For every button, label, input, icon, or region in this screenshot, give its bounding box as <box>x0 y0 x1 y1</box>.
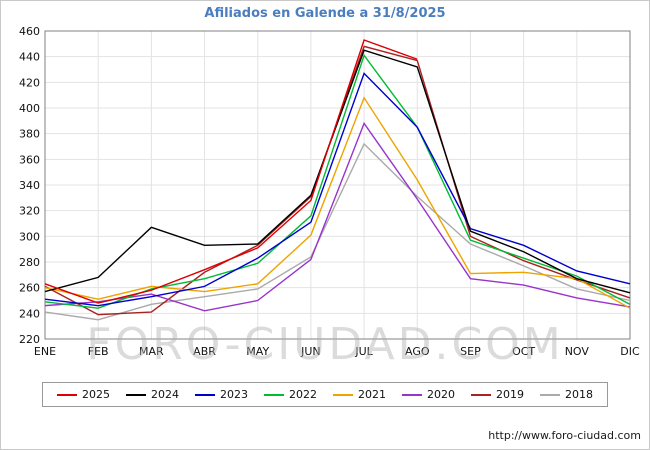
legend-item-2024: 2024 <box>126 388 179 401</box>
legend-item-2025: 2025 <box>57 388 110 401</box>
y-tick-label: 300 <box>19 230 40 243</box>
y-tick-label: 280 <box>19 256 40 269</box>
legend-item-2018: 2018 <box>540 388 593 401</box>
y-tick-label: 440 <box>19 51 40 64</box>
x-tick-label: ENE <box>34 345 56 358</box>
plot-border <box>44 30 631 340</box>
legend-label-2021: 2021 <box>358 388 386 401</box>
legend-item-2021: 2021 <box>333 388 386 401</box>
x-tick-label: SEP <box>460 345 481 358</box>
series-line-2022 <box>44 53 631 309</box>
legend-swatch-2025 <box>57 393 77 396</box>
line-chart: 220 240 260 280 300 320 340 360 380 400 420 440 460 E… <box>19 25 640 358</box>
x-tick-label: OCT <box>512 345 535 358</box>
footer-url: http://www.foro-ciudad.com <box>488 429 641 442</box>
x-tick-label: AGO <box>405 345 430 358</box>
legend-swatch-2020 <box>402 393 422 396</box>
legend-label-2024: 2024 <box>151 388 179 401</box>
chart-title: Afiliados en Galende a 31/8/2025 <box>204 6 446 21</box>
y-tick-label: 220 <box>19 333 40 346</box>
y-tick-label: 400 <box>19 102 40 115</box>
legend-item-2023: 2023 <box>195 388 248 401</box>
y-tick-label: 380 <box>19 128 40 141</box>
series-line-2021 <box>44 96 631 309</box>
legend-swatch-2021 <box>333 393 353 396</box>
x-tick-label: NOV <box>565 345 590 358</box>
legend-item-2019: 2019 <box>471 388 524 401</box>
series-line-2020 <box>44 121 631 312</box>
legend-label-2023: 2023 <box>220 388 248 401</box>
legend: 2025 2024 2023 2022 2021 2020 2019 2018 <box>1 382 649 407</box>
legend-item-2022: 2022 <box>264 388 317 401</box>
series-line-2024 <box>44 49 631 294</box>
y-tick-label: 460 <box>19 25 40 38</box>
legend-swatch-2018 <box>540 393 560 396</box>
x-tick-label: ABR <box>193 345 216 358</box>
y-tick-label: 240 <box>19 307 40 320</box>
y-tick-label: 260 <box>19 282 40 295</box>
series-line-2023 <box>44 72 631 307</box>
y-tick-label: 340 <box>19 179 40 192</box>
x-tick-label: DIC <box>620 345 640 358</box>
series-line-2025 <box>44 39 418 304</box>
y-tick-label: 420 <box>19 76 40 89</box>
legend-label-2020: 2020 <box>427 388 455 401</box>
legend-box: 2025 2024 2023 2022 2021 2020 2019 2018 <box>42 382 608 407</box>
legend-swatch-2023 <box>195 393 215 396</box>
x-tick-label: MAR <box>139 345 164 358</box>
legend-item-2020: 2020 <box>402 388 455 401</box>
x-tick-label: JUL <box>354 345 373 358</box>
x-tick-label: FEB <box>88 345 109 358</box>
legend-swatch-2024 <box>126 393 146 396</box>
legend-label-2025: 2025 <box>82 388 110 401</box>
series-line-2018 <box>44 142 631 321</box>
y-tick-label: 360 <box>19 153 40 166</box>
legend-label-2018: 2018 <box>565 388 593 401</box>
y-tick-label: 320 <box>19 205 40 218</box>
legend-label-2022: 2022 <box>289 388 317 401</box>
legend-swatch-2019 <box>471 393 491 396</box>
x-tick-label: JUN <box>300 345 321 358</box>
legend-label-2019: 2019 <box>496 388 524 401</box>
legend-swatch-2022 <box>264 393 284 396</box>
x-tick-label: MAY <box>246 345 269 358</box>
